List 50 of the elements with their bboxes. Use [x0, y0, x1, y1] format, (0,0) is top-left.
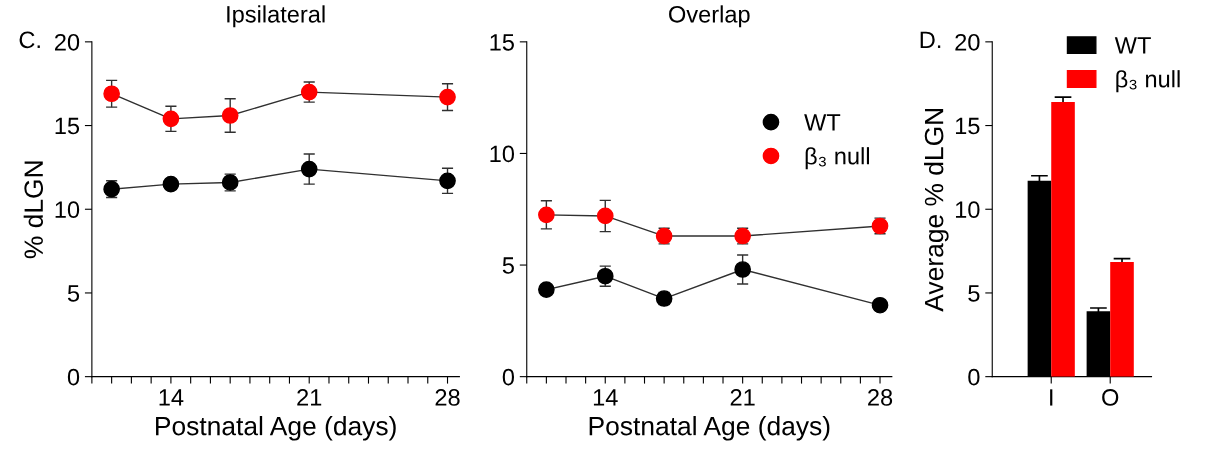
point: [221, 107, 239, 124]
y-tick-label: 15: [490, 34, 514, 51]
y-tick-label: 20: [55, 33, 80, 51]
point: [162, 175, 180, 193]
text: C.: [19, 31, 40, 49]
y-tick-label: 10: [55, 201, 80, 219]
point: [300, 160, 318, 178]
bar: [1110, 261, 1134, 377]
y-tick-label: 0: [502, 368, 515, 386]
x-axis-title: Postnatal Age (days): [156, 416, 396, 441]
legend-label: WT: [1114, 37, 1151, 54]
legend-label: β₃ null: [805, 147, 869, 170]
y-tick-label: 20: [955, 33, 980, 51]
bar: [1027, 180, 1052, 377]
y-tick-label: 10: [955, 201, 980, 219]
point: [871, 296, 889, 314]
y-axis-title: Average % dLGN: [924, 108, 949, 312]
y-tick-label: 5: [67, 285, 80, 302]
point: [734, 261, 751, 278]
point: [162, 110, 180, 128]
x-tick-label: 14: [593, 389, 618, 406]
bar: [1051, 102, 1075, 377]
x-tick-label: 21: [730, 389, 755, 406]
x-tick-label: 28: [435, 389, 460, 406]
point: [439, 172, 456, 190]
y-tick-label: 0: [67, 368, 80, 386]
x-tick-label: O: [1102, 389, 1119, 406]
chart-title: Ipsilateral: [227, 5, 325, 28]
point: [538, 206, 555, 224]
chart-title: Overlap: [669, 5, 750, 28]
x-tick-label: 28: [868, 389, 893, 406]
point: [596, 207, 614, 225]
y-axis-title: % dLGN: [23, 161, 44, 259]
point: [538, 281, 555, 298]
x-tick-label: 14: [159, 389, 184, 406]
y-tick-label: 10: [490, 145, 515, 163]
legend-label: WT: [804, 114, 841, 131]
x-tick-label: 21: [297, 389, 322, 406]
legend-label: β₃ null: [1116, 70, 1180, 93]
point: [439, 88, 456, 106]
y-tick-label: 15: [955, 117, 980, 135]
text: D.: [920, 31, 941, 48]
bar: [1086, 311, 1111, 377]
y-tick-label: 15: [55, 117, 80, 135]
y-tick-label: 5: [968, 285, 980, 302]
y-tick-label: 0: [968, 368, 980, 386]
y-tick-label: 5: [502, 257, 514, 274]
x-axis-title: Postnatal Age (days): [589, 416, 830, 441]
x-tick-label: I: [1050, 389, 1053, 406]
point: [103, 85, 120, 103]
